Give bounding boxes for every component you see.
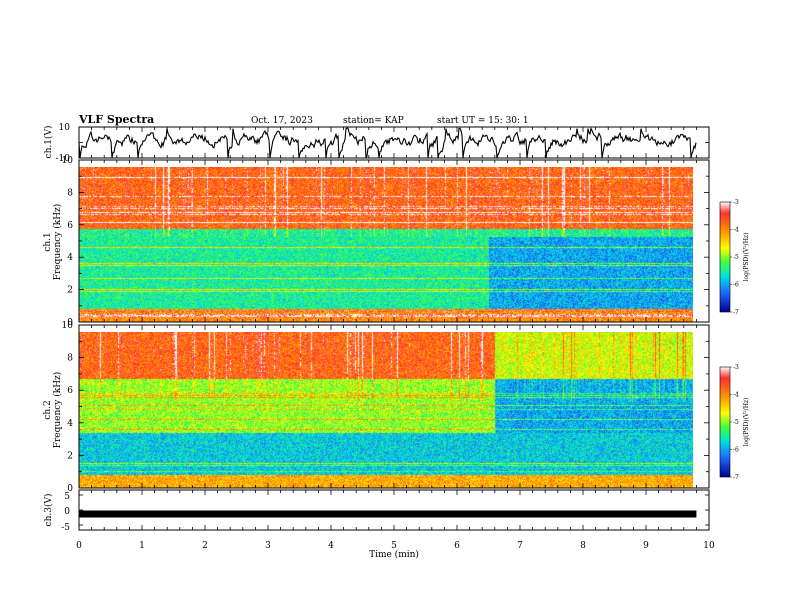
- colorbar-tick-label: -7: [733, 309, 739, 316]
- time-tick-label: 2: [202, 541, 208, 551]
- freq-tick-label: 0: [67, 484, 73, 494]
- time-tick-label: 3: [265, 541, 271, 551]
- ch2-colorbar: -3 -4 -5 -6 -7 log(PSD)(V²/Hz): [719, 364, 750, 481]
- freq-tick-label: 8: [67, 188, 73, 198]
- ch1-spec-ylabel-channel: ch.1: [43, 232, 53, 251]
- ch1-colorbar-gradient: [719, 201, 731, 313]
- colorbar-tick-label: -4: [733, 227, 739, 234]
- ch3-series-band: [79, 510, 697, 518]
- ch3-ytick-label-mid: 0: [64, 507, 70, 517]
- ch1-ytick-label-bottom: -10: [56, 154, 71, 164]
- colorbar-tick-label: -3: [733, 199, 739, 206]
- ch3-ytick-label-top: 5: [64, 492, 70, 502]
- ch2-colorbar-label: log(PSD)(V²/Hz): [743, 398, 750, 447]
- time-tick-label: 9: [643, 541, 649, 551]
- start-time-label: start UT = 15: 30: 1: [437, 116, 529, 126]
- freq-tick-label: 6: [67, 386, 73, 396]
- ch2-spec-image: [79, 332, 693, 488]
- freq-tick-label: 4: [67, 419, 73, 429]
- ch2-colorbar-tick-labels: -3 -4 -5 -6 -7: [730, 364, 739, 481]
- ch1-spec-ticks: [78, 159, 710, 323]
- ch1-waveform-panel: 10 -10 ch.1(V): [43, 123, 710, 164]
- freq-tick-label: 4: [67, 253, 73, 263]
- colorbar-tick-label: -5: [733, 419, 739, 426]
- time-tick-label: 4: [328, 541, 334, 551]
- ch2-colorbar-gradient: [719, 366, 731, 478]
- time-tick-label: 5: [391, 541, 397, 551]
- time-tick-label: 8: [580, 541, 586, 551]
- ch3-ytick-label-bottom: -5: [61, 523, 70, 533]
- time-tick-label: 1: [139, 541, 145, 551]
- ch1-colorbar-label: log(PSD)(V²/Hz): [743, 233, 750, 282]
- time-axis-label: Time (min): [369, 549, 419, 560]
- ch3-waveform-panel: 5 0 -5 ch.3(V) 0 1 2 3 4 5 6 7 8 9 10 Time (min): [43, 489, 715, 560]
- time-tick-label: 6: [454, 541, 460, 551]
- ch2-spec-ticks: [78, 324, 710, 489]
- ch2-spec-ytick-labels: 0 2 4 6 8 10: [62, 321, 74, 494]
- time-tick-label: 10: [703, 541, 715, 551]
- ch1-spec-ytick-labels: 0 2 4 6 8 10: [62, 156, 74, 328]
- colorbar-tick-label: -6: [733, 282, 739, 289]
- ch2-spectrogram-canvas: [79, 332, 693, 488]
- ch1-spec-ylabel-frequency: Frequency (kHz): [52, 204, 63, 281]
- station-label: station= KAP: [343, 116, 404, 126]
- time-tick-label: 7: [517, 541, 523, 551]
- freq-tick-label: 10: [62, 321, 74, 331]
- ch2-spec-ylabel-channel: ch.2: [43, 400, 53, 419]
- ch1-ytick-label-top: 10: [59, 123, 71, 133]
- ch1-ylabel: ch.1(V): [43, 126, 54, 159]
- colorbar-tick-label: -3: [733, 364, 739, 371]
- freq-tick-label: 6: [67, 221, 73, 231]
- ch2-spectrogram-panel: 0 2 4 6 8 10 ch.2 Frequency (kHz): [43, 321, 710, 494]
- freq-tick-label: 2: [67, 451, 73, 461]
- colorbar-tick-label: -4: [733, 392, 739, 399]
- ch1-spectrogram-panel: 0 2 4 6 8 10 ch.1 Frequency (kHz): [43, 156, 710, 328]
- ch1-series-line: [78, 127, 697, 159]
- ch1-spec-image: [79, 167, 693, 322]
- colorbar-tick-label: -7: [733, 474, 739, 481]
- ch3-ylabel: ch.3(V): [43, 494, 54, 527]
- freq-tick-label: 8: [67, 354, 73, 364]
- ch1-colorbar: -3 -4 -5 -6 -7 log(PSD)(V²/Hz): [719, 199, 750, 316]
- ch2-spec-ylabel-frequency: Frequency (kHz): [52, 372, 63, 449]
- ch1-ticks: [78, 126, 710, 159]
- ch1-spectrogram-canvas: [79, 167, 693, 322]
- date-label: Oct. 17, 2023: [251, 116, 313, 126]
- colorbar-tick-label: -6: [733, 447, 739, 454]
- ch3-ticks: [78, 490, 710, 530]
- ch3-axes-frame: [78, 489, 710, 531]
- ch1-colorbar-tick-labels: -3 -4 -5 -6 -7: [730, 199, 739, 316]
- freq-tick-label: 2: [67, 286, 73, 296]
- freq-tick-label: 10: [62, 156, 74, 166]
- freq-tick-label: 0: [67, 318, 73, 328]
- time-axis-tick-labels: 0 1 2 3 4 5 6 7 8 9 10: [76, 541, 715, 551]
- colorbar-tick-label: -5: [733, 254, 739, 261]
- time-tick-label: 0: [76, 541, 82, 551]
- figure-title: VLF Spectra: [78, 113, 154, 126]
